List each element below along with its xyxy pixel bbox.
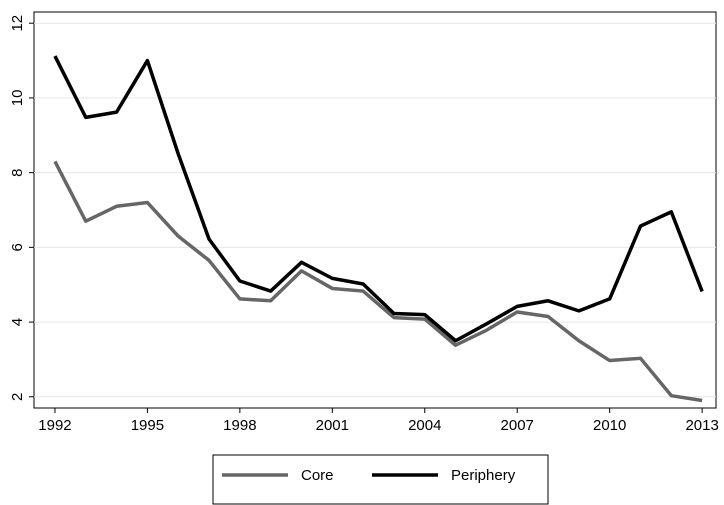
y-tick-label: 8 bbox=[9, 168, 26, 176]
line bbox=[53, 160, 703, 403]
line bbox=[53, 55, 704, 343]
x-tick-label: 1998 bbox=[223, 417, 256, 434]
y-tick-label: 10 bbox=[9, 90, 26, 107]
y-tick-label: 4 bbox=[9, 318, 26, 326]
x-tick-label: 1995 bbox=[131, 417, 164, 434]
y-tick-label: 2 bbox=[9, 393, 26, 401]
x-tick-label: 2004 bbox=[408, 417, 441, 434]
y-tick-label: 6 bbox=[9, 243, 26, 251]
plot-frame bbox=[33, 11, 717, 409]
plot-layer: 2 4 6 8 10 12 1992 1995 1998 2001 2004 2007 2010 2013… bbox=[9, 15, 719, 484]
x-tick-label: 2007 bbox=[501, 417, 534, 434]
legend-label: Periphery bbox=[451, 467, 516, 484]
x-tick-label: 2010 bbox=[593, 417, 626, 434]
legend-label: Core bbox=[301, 467, 334, 484]
y-tick-label: 12 bbox=[9, 15, 26, 32]
legend-box bbox=[212, 454, 549, 505]
x-tick-label: 1992 bbox=[38, 417, 71, 434]
x-tick-label: 2013 bbox=[685, 417, 718, 434]
x-tick-label: 2001 bbox=[316, 417, 349, 434]
